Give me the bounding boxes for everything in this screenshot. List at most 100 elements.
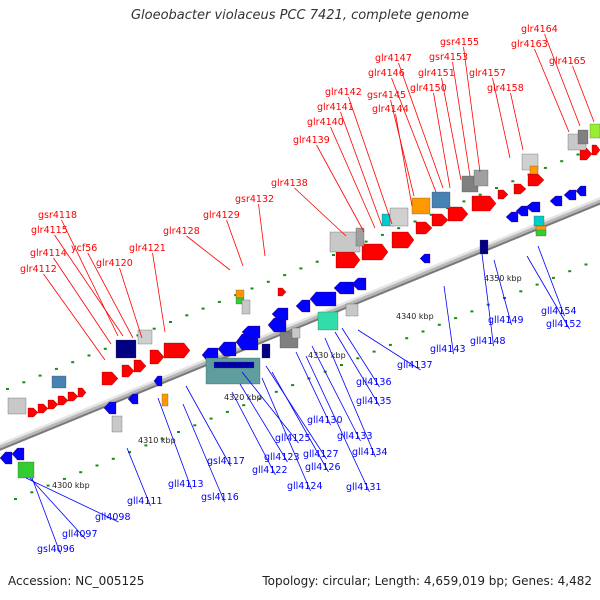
feature-box [51, 375, 67, 389]
forward-gene-arrow [591, 144, 600, 156]
forward-gene-label: glr4138 [271, 178, 308, 189]
marker-dot [250, 287, 254, 290]
reverse-gene-arrow [515, 205, 529, 217]
forward-gene-label: gsr4132 [235, 194, 274, 205]
forward-gene-label: gsr4155 [440, 37, 479, 48]
marker-dot [511, 180, 515, 183]
forward-gene-label: gsr4145 [367, 90, 406, 101]
marker-dot [283, 274, 287, 277]
forward-gene-arrow [37, 403, 49, 414]
feature-box [111, 415, 123, 433]
leader-line [157, 397, 192, 490]
leader-line [433, 92, 451, 189]
leader-line [152, 252, 166, 333]
forward-gene-arrow [121, 364, 135, 378]
marker-dot [413, 220, 417, 223]
leader-line [357, 329, 421, 371]
feature-box [345, 303, 359, 317]
reverse-gene-arrow [217, 341, 237, 357]
marker-dot [543, 166, 547, 169]
reverse-gene-label: gll4124 [287, 481, 323, 492]
forward-gene-arrow [133, 359, 147, 373]
marker-dot [193, 424, 197, 427]
reverse-gene-arrow [419, 253, 431, 264]
marker-dot [177, 431, 180, 433]
reverse-gene-label: gll4149 [488, 315, 524, 326]
leader-line [265, 365, 327, 460]
forward-gene-label: glr4150 [410, 83, 447, 94]
marker-dot [95, 464, 99, 467]
forward-gene-label: glr4128 [163, 226, 200, 237]
marker-dot [169, 321, 172, 323]
leader-line [226, 219, 244, 267]
feature-box [161, 393, 169, 407]
marker-dot [397, 227, 401, 230]
leader-line [231, 391, 276, 476]
reverse-gene-arrow [271, 307, 289, 321]
leader-line [261, 377, 311, 492]
reverse-gene-arrow [525, 201, 541, 213]
reverse-gene-arrow [333, 281, 355, 295]
marker-dot [38, 374, 42, 377]
reverse-gene-label: gll4127 [303, 449, 339, 460]
marker-dot [103, 347, 107, 350]
leader-line [295, 351, 331, 426]
label-leaders [25, 33, 595, 555]
marker-dot [258, 397, 262, 400]
reverse-gene-label: gll4154 [541, 306, 577, 317]
feature-box [535, 229, 547, 237]
forward-gene-arrow [101, 371, 119, 386]
page-title: Gloeobacter violaceus PCC 7421, complete… [130, 8, 470, 23]
leader-line [29, 477, 86, 540]
reverse-gene-arrow [549, 195, 563, 207]
forward-gene-arrow [149, 349, 165, 365]
marker-dot [242, 404, 246, 407]
leader-line [311, 345, 361, 442]
marker-dot [356, 357, 360, 360]
forward-gene-label: glr4163 [511, 39, 548, 50]
marker-dot [14, 498, 17, 500]
marker-dot [185, 314, 189, 317]
forward-gene-label: glr4141 [317, 102, 354, 113]
leader-line [537, 245, 565, 317]
leader-line [61, 219, 119, 337]
marker-dot [209, 417, 213, 420]
scale-ticks: 4300 kbp 4310 kbp 4320 kbp 4330 kbp 4340 kbp… [52, 274, 522, 490]
forward-gene-label: ycf56 [71, 243, 97, 254]
feature-box [213, 361, 255, 369]
marker-dot [470, 310, 474, 313]
marker-dot [160, 437, 164, 440]
reverse-gene-label: gll4130 [307, 415, 343, 426]
leader-line [452, 61, 471, 177]
leader-line [572, 65, 595, 123]
marker-dot [128, 451, 132, 454]
marker-dot [30, 491, 34, 494]
leader-line [526, 255, 570, 330]
leader-line [119, 267, 143, 339]
reverse-gene-arrow [295, 299, 311, 313]
reverse-gene-arrow [153, 375, 163, 387]
forward-gene-arrow [277, 287, 287, 297]
marker-dot [576, 153, 580, 156]
marker-dot [266, 280, 270, 283]
gene-features [0, 123, 600, 479]
leader-line [398, 62, 444, 189]
leader-line [534, 48, 570, 133]
leader-line [463, 46, 481, 173]
leader-line [185, 385, 231, 467]
reverse-gene-arrow [127, 393, 139, 405]
scale-tick-label: 4310 kbp [138, 436, 176, 445]
leader-line [43, 273, 106, 361]
marker-dot [79, 471, 83, 474]
reverse-gene-label: gll4111 [127, 496, 163, 507]
leader-line [54, 234, 124, 337]
forward-gene-arrow [67, 391, 79, 402]
marker-dot [364, 240, 368, 243]
feature-box [577, 129, 589, 145]
leader-line [330, 126, 376, 229]
marker-dot [6, 388, 9, 390]
marker-dot [560, 160, 564, 163]
marker-dot [152, 327, 156, 330]
marker-dot [332, 254, 335, 256]
